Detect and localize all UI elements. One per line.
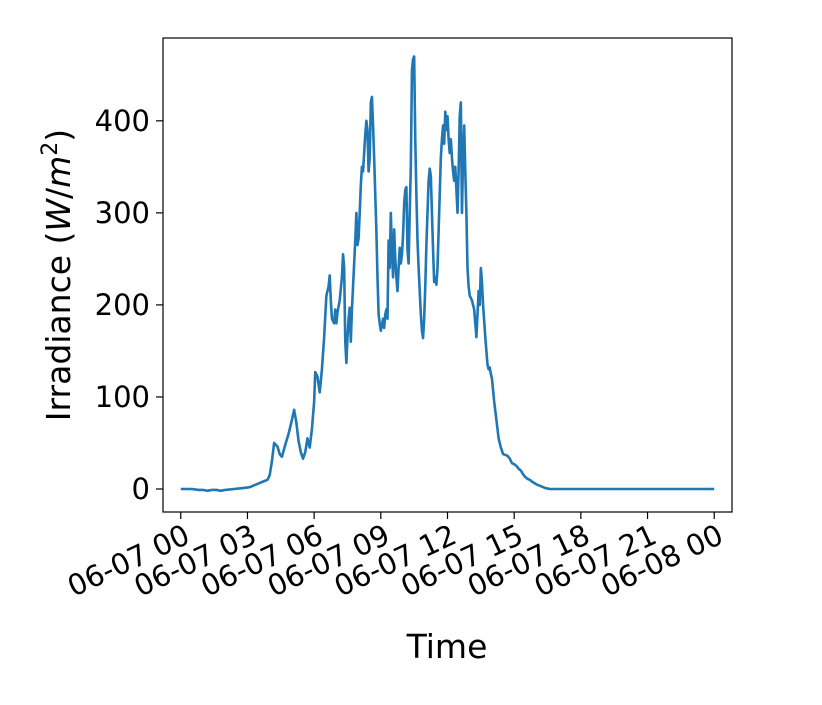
y-axis-title-main: Irradiance ( bbox=[39, 232, 78, 422]
y-axis-title-unit-sep: / bbox=[39, 187, 78, 199]
x-axis-title: Time bbox=[406, 627, 488, 666]
y-axis-ticks: 0 100 200 300 400 bbox=[95, 104, 163, 506]
y-tick-label: 400 bbox=[95, 104, 150, 138]
y-tick-label: 0 bbox=[132, 472, 150, 506]
y-tick-label: 200 bbox=[95, 288, 150, 322]
y-axis-title-unit-exp: 2 bbox=[38, 142, 63, 156]
axes-frame bbox=[162, 37, 733, 513]
y-tick-label: 300 bbox=[95, 196, 150, 230]
y-axis-title: Irradiance (W/m2) bbox=[38, 129, 78, 421]
y-axis-title-close: ) bbox=[39, 129, 78, 142]
y-tick-label: 100 bbox=[95, 380, 150, 414]
y-axis-title-unit-w: W bbox=[39, 198, 78, 232]
plot-area bbox=[180, 55, 715, 493]
irradiance-series-line bbox=[180, 55, 715, 493]
y-axis-title-unit-m: m bbox=[39, 156, 78, 188]
